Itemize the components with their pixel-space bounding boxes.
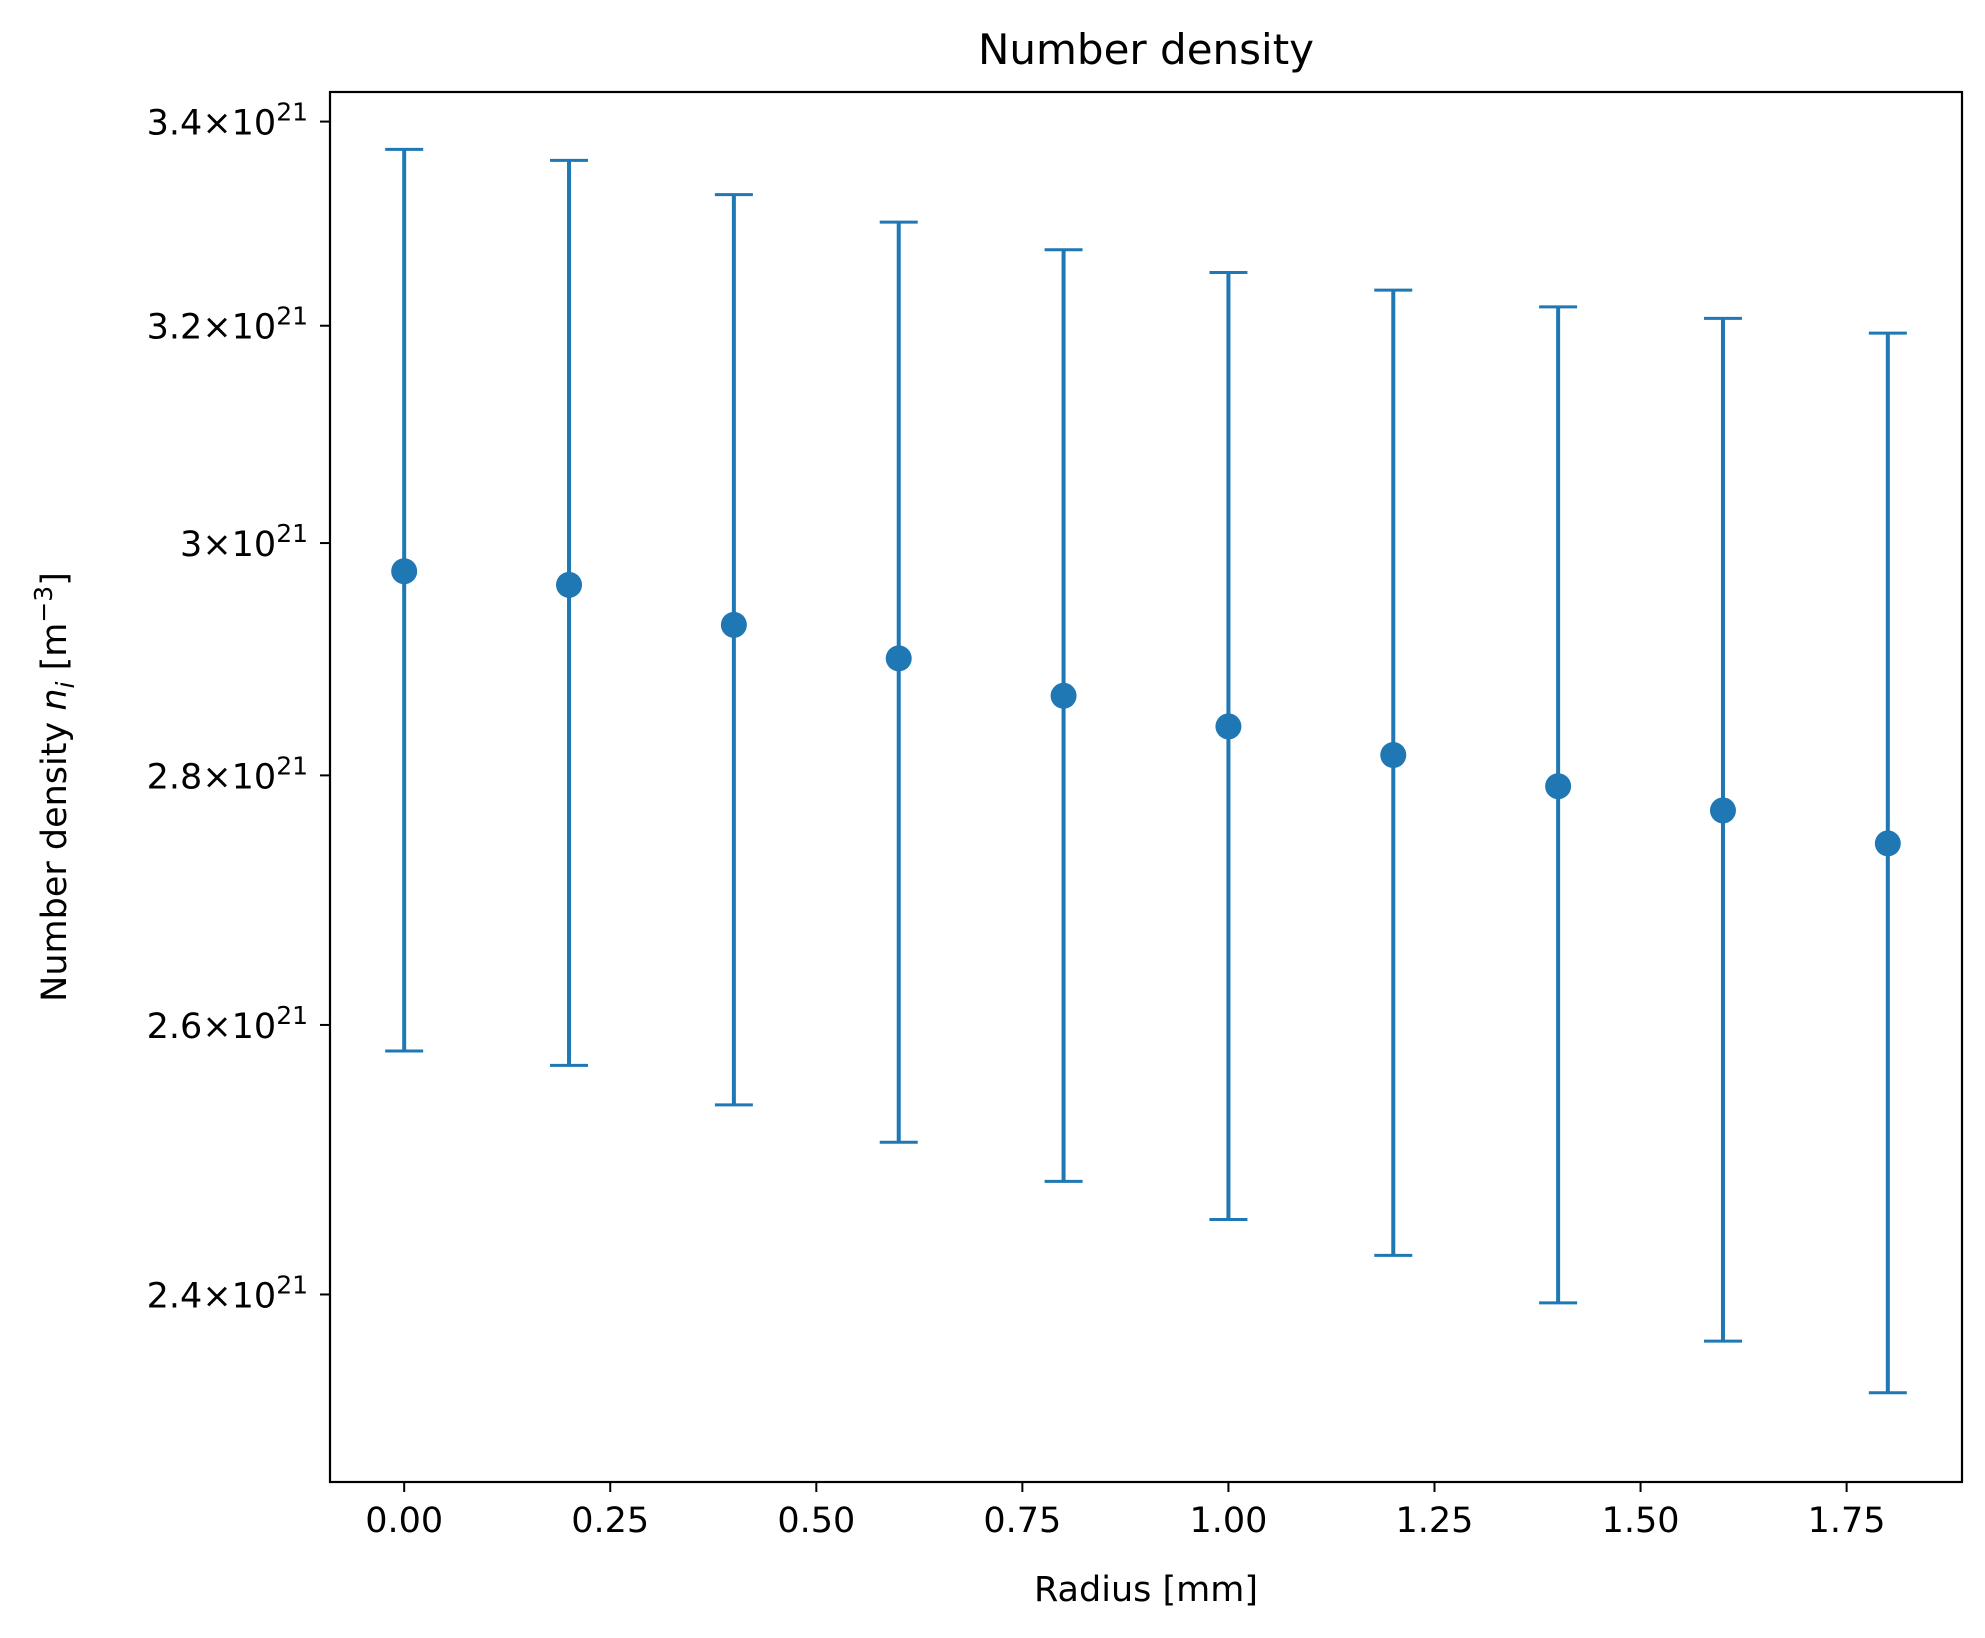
data-point	[391, 558, 418, 585]
y-axis-ticks: 2.4×10212.6×10212.8×10213×10213.2×10213.…	[147, 98, 330, 1316]
x-tick-label: 0.75	[983, 1501, 1061, 1541]
y-tick-base: ×10	[202, 308, 276, 348]
y-label-unit-exponent: −3	[29, 586, 58, 623]
x-tick-label: 1.25	[1396, 1501, 1474, 1541]
y-tick-exponent: 21	[276, 98, 308, 127]
x-tick-label: 0.25	[571, 1501, 649, 1541]
data-point	[1050, 682, 1077, 709]
y-tick-mantissa: 3.2	[147, 308, 203, 348]
y-tick-exponent: 21	[276, 302, 308, 331]
y-label-variable: n	[35, 688, 75, 710]
data-point	[1709, 797, 1736, 824]
y-tick-mantissa: 3.4	[147, 104, 203, 144]
y-tick-label: 2.4×1021	[147, 1270, 308, 1316]
axes-frame	[328, 90, 1964, 1484]
y-tick-exponent: 21	[276, 751, 308, 780]
y-tick-mantissa: 3	[180, 525, 202, 565]
y-label-text: Number density	[35, 711, 75, 1002]
x-tick-label: 1.00	[1189, 1501, 1267, 1541]
x-tick-label: 0.00	[365, 1501, 443, 1541]
y-tick-label: 2.8×1021	[147, 751, 308, 797]
x-axis-label: Radius [mm]	[1034, 1570, 1258, 1610]
data-point	[1545, 773, 1572, 800]
x-tick-label: 0.50	[777, 1501, 855, 1541]
y-label-unit: [m	[35, 623, 75, 682]
y-axis-label: Number density ni [m−3]	[29, 572, 80, 1002]
y-tick-base: ×10	[202, 1007, 276, 1047]
y-tick-base: ×10	[202, 104, 276, 144]
chart-title: Number density	[978, 25, 1314, 74]
data-point	[1874, 830, 1901, 857]
y-tick-base: ×10	[202, 757, 276, 797]
x-axis-ticks: 0.00 0.25 0.50 0.75 1.00 1.25 1.50 1.75	[365, 1482, 1886, 1541]
y-tick-label: 2.6×1021	[147, 1001, 308, 1047]
y-tick-base: ×10	[202, 525, 276, 565]
y-tick-exponent: 21	[276, 1001, 308, 1030]
x-tick-label: 1.75	[1808, 1501, 1886, 1541]
plot-marks	[385, 147, 1907, 1395]
y-tick-exponent: 21	[276, 519, 308, 548]
data-point	[885, 645, 912, 672]
data-point	[1380, 742, 1407, 769]
y-tick-base: ×10	[202, 1276, 276, 1316]
x-tick-label: 1.50	[1602, 1501, 1680, 1541]
y-tick-label: 3.2×1021	[147, 302, 308, 348]
y-tick-mantissa: 2.8	[147, 757, 203, 797]
y-label-unit-close: ]	[35, 572, 75, 586]
y-tick-exponent: 21	[276, 1270, 308, 1299]
y-tick-mantissa: 2.6	[147, 1007, 203, 1047]
data-point	[1215, 713, 1242, 740]
y-tick-mantissa: 2.4	[147, 1276, 203, 1316]
y-label-subscript: i	[51, 681, 80, 688]
data-point	[720, 611, 747, 638]
y-tick-label: 3×1021	[180, 519, 308, 565]
data-point	[556, 571, 583, 598]
y-tick-label: 3.4×1021	[147, 98, 308, 144]
